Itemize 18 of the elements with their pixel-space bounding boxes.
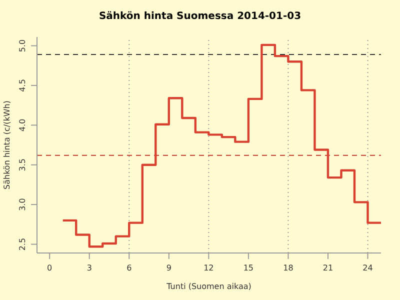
x-tick-label: 12	[204, 264, 214, 273]
x-tick-label: 0	[47, 264, 52, 273]
y-axis-title: Sähkön hinta (c/(kWh)	[2, 100, 12, 190]
y-tick-label: 2.5	[18, 238, 27, 251]
x-tick-label: 24	[362, 264, 373, 273]
x-tick-label: 21	[322, 264, 334, 273]
y-tick-label: 3.0	[18, 198, 27, 211]
x-tick-label: 15	[243, 264, 254, 273]
y-tick-label: 5.0	[18, 39, 27, 52]
x-tick-label: 3	[86, 264, 92, 273]
y-tick-label: 4.5	[18, 79, 27, 92]
x-tick-label: 9	[166, 264, 172, 273]
x-tick-label: 6	[126, 264, 132, 273]
y-tick-label: 3.5	[18, 158, 27, 172]
x-tick-label: 18	[283, 264, 294, 273]
x-axis-title: Tunti (Suomen aikaa)	[166, 282, 252, 291]
chart-title: Sähkön hinta Suomessa 2014-01-03	[98, 11, 302, 22]
y-tick-label: 4.0	[18, 118, 27, 132]
